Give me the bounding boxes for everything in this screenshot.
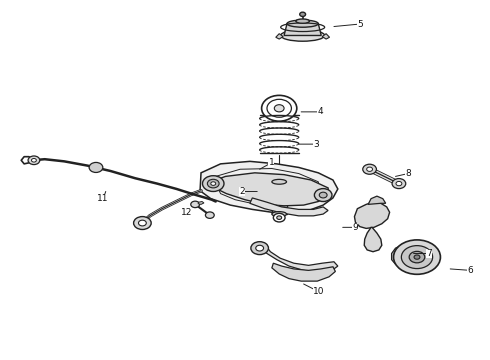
Ellipse shape [272, 179, 287, 184]
Polygon shape [200, 161, 338, 213]
Ellipse shape [281, 30, 325, 41]
Polygon shape [198, 202, 204, 204]
Polygon shape [392, 245, 401, 267]
Circle shape [414, 255, 420, 259]
Text: 1: 1 [260, 158, 274, 169]
Ellipse shape [267, 99, 292, 117]
Circle shape [273, 213, 285, 222]
Text: 8: 8 [395, 169, 411, 178]
Text: 3: 3 [299, 140, 319, 149]
Ellipse shape [287, 20, 318, 27]
Polygon shape [284, 24, 321, 36]
Polygon shape [250, 198, 328, 216]
Circle shape [315, 189, 332, 202]
Text: 5: 5 [334, 19, 363, 28]
Circle shape [277, 216, 282, 220]
Text: 2: 2 [239, 187, 257, 196]
Ellipse shape [274, 105, 284, 112]
Text: 10: 10 [304, 284, 325, 296]
Circle shape [205, 212, 214, 219]
Circle shape [89, 162, 103, 172]
Circle shape [409, 251, 425, 263]
Circle shape [367, 167, 372, 171]
Polygon shape [260, 245, 338, 273]
Circle shape [392, 179, 406, 189]
Circle shape [134, 217, 151, 229]
Polygon shape [354, 202, 390, 228]
Polygon shape [206, 173, 329, 206]
Circle shape [300, 12, 306, 17]
Circle shape [251, 242, 269, 255]
Polygon shape [322, 34, 330, 39]
Circle shape [139, 220, 147, 226]
Circle shape [396, 181, 402, 186]
Circle shape [31, 158, 36, 162]
Circle shape [211, 182, 216, 185]
Circle shape [202, 176, 224, 192]
Ellipse shape [272, 212, 287, 216]
Polygon shape [368, 196, 386, 204]
Circle shape [191, 201, 199, 208]
Circle shape [256, 245, 264, 251]
Polygon shape [276, 34, 283, 39]
Circle shape [207, 179, 219, 188]
Ellipse shape [296, 19, 310, 23]
Circle shape [393, 240, 441, 274]
Text: 12: 12 [180, 208, 192, 217]
Text: 11: 11 [98, 192, 109, 203]
Polygon shape [272, 263, 335, 281]
Text: 9: 9 [343, 223, 358, 232]
Bar [272, 182, 287, 214]
Circle shape [28, 156, 40, 165]
Circle shape [319, 192, 327, 198]
Circle shape [363, 164, 376, 174]
Circle shape [401, 246, 433, 269]
Text: 6: 6 [450, 266, 473, 275]
Polygon shape [364, 227, 382, 252]
Text: 7: 7 [414, 249, 432, 258]
Ellipse shape [262, 95, 297, 121]
Text: 4: 4 [301, 107, 323, 116]
